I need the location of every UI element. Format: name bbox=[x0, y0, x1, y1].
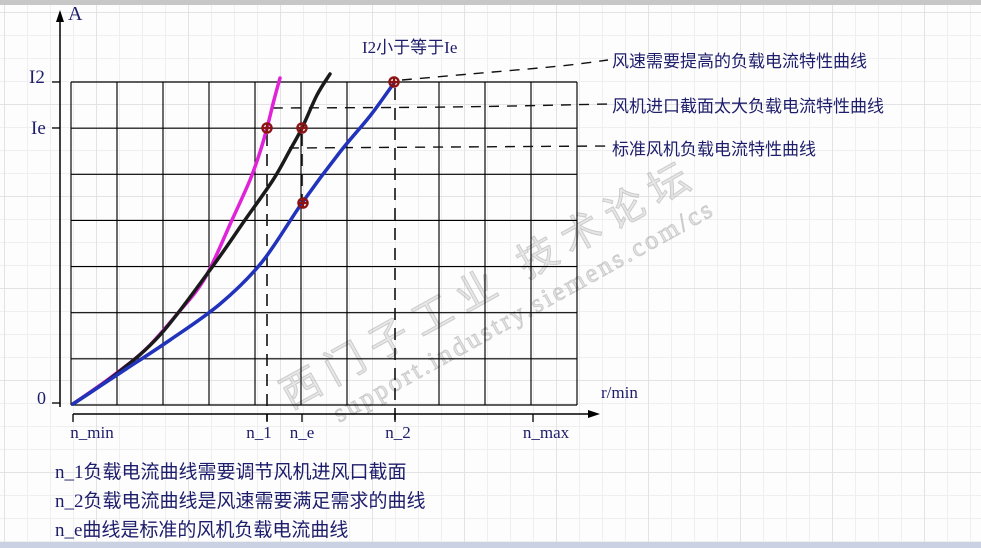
x-tick-label-n2: n_2 bbox=[385, 423, 411, 442]
x-axis-label: r/min bbox=[601, 383, 638, 402]
footnote-n2: n_2负载电流曲线是风速需要满足需求的曲线 bbox=[55, 491, 426, 512]
footnote-n1: n_1负载电流曲线需要调节风机进风口截面 bbox=[55, 462, 407, 483]
y-tick-label-ie: Ie bbox=[31, 118, 46, 139]
legend-item-inlet-too-large: 风机进口截面太大负载电流特性曲线 bbox=[612, 97, 884, 116]
bottom-edge-bar bbox=[0, 542, 981, 548]
x-tick-label-n1: n_1 bbox=[246, 423, 272, 442]
legend-item-standard-fan: 标准风机负载电流特性曲线 bbox=[612, 140, 816, 159]
y-tick-label-i2: I2 bbox=[29, 67, 45, 88]
chart-annotation-title: I2小于等于Ie bbox=[362, 38, 458, 57]
x-tick-label-ne: n_e bbox=[289, 423, 315, 442]
footnote-ne: n_e曲线是标准的风机负载电流曲线 bbox=[55, 520, 349, 541]
legend-item-wind-speed-raise: 风速需要提高的负载电流特性曲线 bbox=[612, 52, 867, 71]
top-edge-bar bbox=[0, 0, 981, 5]
y-tick-label-zero: 0 bbox=[37, 388, 46, 408]
footnotes: n_1负载电流曲线需要调节风机进风口截面 n_2负载电流曲线是风速需要满足需求的… bbox=[55, 458, 426, 545]
y-axis-label: A bbox=[68, 3, 83, 25]
x-tick-label-nmax: n_max bbox=[522, 423, 570, 442]
x-tick-label-nmin: n_min bbox=[70, 423, 114, 442]
